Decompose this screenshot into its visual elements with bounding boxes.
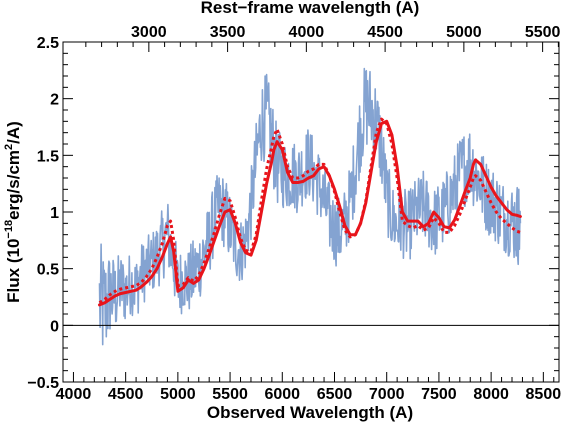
top-tick-label: 3000 xyxy=(131,24,167,41)
y-axis-label-unit: erg/s/cm xyxy=(4,150,23,220)
y-tick-label: 2.5 xyxy=(37,35,59,52)
top-tick-label: 4000 xyxy=(289,24,325,41)
model-fit-dotted-line xyxy=(98,117,521,304)
x-tick-label: 7500 xyxy=(421,386,457,403)
y-axis-label-exponent: −18 xyxy=(3,220,15,239)
noisy-spectrum-layer xyxy=(98,67,522,346)
y-tick-label: 1 xyxy=(50,205,59,222)
top-tick-label: 5000 xyxy=(446,24,482,41)
top-axis-label: Rest−frame wavelength (A) xyxy=(201,0,420,17)
model-fits-layer xyxy=(98,117,522,307)
model-fit-solid-line xyxy=(98,119,522,307)
x-tick-label: 7000 xyxy=(369,386,405,403)
y-tick-label: 0.5 xyxy=(37,262,59,279)
top-tick-label: 3500 xyxy=(210,24,246,41)
y-axis-label-suffix: /A) xyxy=(4,121,23,144)
x-tick-label: 4000 xyxy=(56,386,92,403)
x-tick-label: 6500 xyxy=(317,386,353,403)
x-tick-label: 4500 xyxy=(108,386,144,403)
top-tick-label: 4500 xyxy=(367,24,403,41)
x-axis-ticks: 4000 4500 5000 5500 6000 6500 7000 7500 8000 8500 xyxy=(56,372,562,403)
observed-spectrum-line xyxy=(98,67,522,346)
y-tick-label: 2 xyxy=(50,92,59,109)
y-tick-label: −0.5 xyxy=(27,375,59,392)
x-tick-label: 8000 xyxy=(473,386,509,403)
x-tick-label: 6000 xyxy=(264,386,300,403)
x-axis-label: Observed Wavelength (A) xyxy=(207,403,413,422)
y-axis-label-unit-exponent: 2 xyxy=(3,144,15,150)
y-axis-label: Flux (10−18erg/s/cm2/A) xyxy=(3,121,23,303)
top-tick-label: 5500 xyxy=(525,24,561,41)
y-tick-label: 1.5 xyxy=(37,148,59,165)
y-axis-ticks: −0.5 0 0.5 1 1.5 2 2.5 xyxy=(27,35,559,392)
x-tick-label: 8500 xyxy=(526,386,562,403)
x-tick-label: 5000 xyxy=(160,386,196,403)
x-tick-label: 5500 xyxy=(212,386,248,403)
y-axis-label-prefix: Flux (10 xyxy=(4,239,23,303)
y-tick-label: 0 xyxy=(50,318,59,335)
top-axis-ticks: 3000 3500 4000 4500 5000 5500 xyxy=(85,24,561,52)
